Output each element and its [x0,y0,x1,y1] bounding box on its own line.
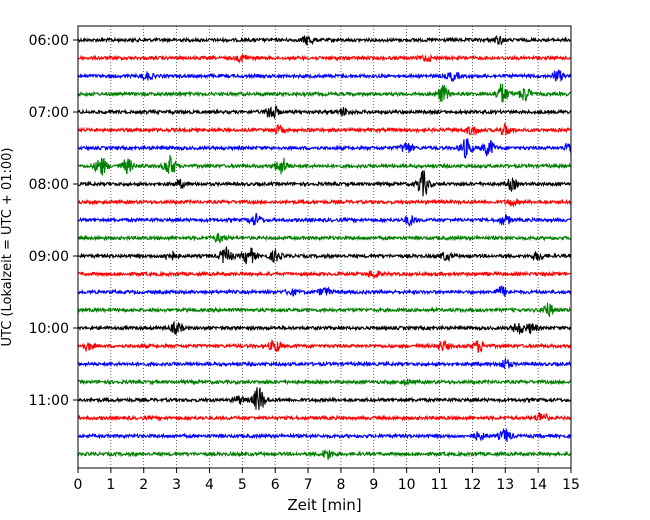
trace-0645 [77,83,572,103]
traces [77,35,572,460]
trace-0715 [77,122,572,136]
x-tick-label: 2 [139,477,148,493]
y-axis-label: UTC (Lokalzeit = UTC + 01:00) [0,148,15,347]
trace-0745 [77,154,572,176]
trace-0830 [77,212,572,228]
y-axis-ticks: 06:00 07:00 08:00 09:00 10:00 11:00 [29,33,78,409]
x-tick-label: 9 [369,477,378,493]
x-axis-ticks: 0 1 2 3 4 5 6 7 8 9 10 11 12 13 14 15 [74,468,580,493]
x-tick-label: 1 [106,477,115,493]
trace-1030 [77,356,572,370]
trace-0845 [77,232,572,244]
x-axis-label: Zeit [min] [287,496,361,514]
trace-1130 [77,427,572,443]
trace-0900 [77,246,572,265]
x-tick-label: 4 [205,477,214,493]
x-tick-label: 6 [271,477,280,493]
trace-1100 [77,386,572,411]
trace-0800 [77,170,572,197]
y-tick-label: 09:00 [29,249,69,265]
x-tick-label: 14 [529,477,547,493]
x-tick-label: 15 [562,477,580,493]
trace-0915 [77,270,572,279]
trace-1000 [77,320,572,335]
x-tick-label: 7 [304,477,313,493]
trace-0615 [77,53,572,64]
x-tick-label: 8 [336,477,345,493]
x-tick-label: 13 [496,477,514,493]
x-tick-label: 11 [431,477,449,493]
x-tick-label: 10 [398,477,416,493]
y-tick-label: 06:00 [29,33,69,49]
y-tick-label: 08:00 [29,177,69,193]
y-tick-label: 10:00 [29,321,69,337]
trace-0930 [77,285,572,297]
axes-frame [77,25,572,469]
trace-1045 [77,378,572,386]
x-tick-label: 12 [463,477,481,493]
trace-1145 [77,449,572,460]
trace-0815 [77,198,572,208]
trace-0600 [77,35,571,46]
y-tick-label: 11:00 [29,393,69,409]
trace-0630 [77,69,572,82]
x-tick-label: 0 [74,477,83,493]
trace-0700 [77,105,572,120]
trace-1115 [77,412,572,422]
trace-0730 [77,138,572,159]
trace-0945 [77,302,572,317]
y-tick-label: 07:00 [29,105,69,121]
x-tick-label: 3 [172,477,181,493]
trace-1015 [77,339,572,353]
x-tick-label: 5 [238,477,247,493]
